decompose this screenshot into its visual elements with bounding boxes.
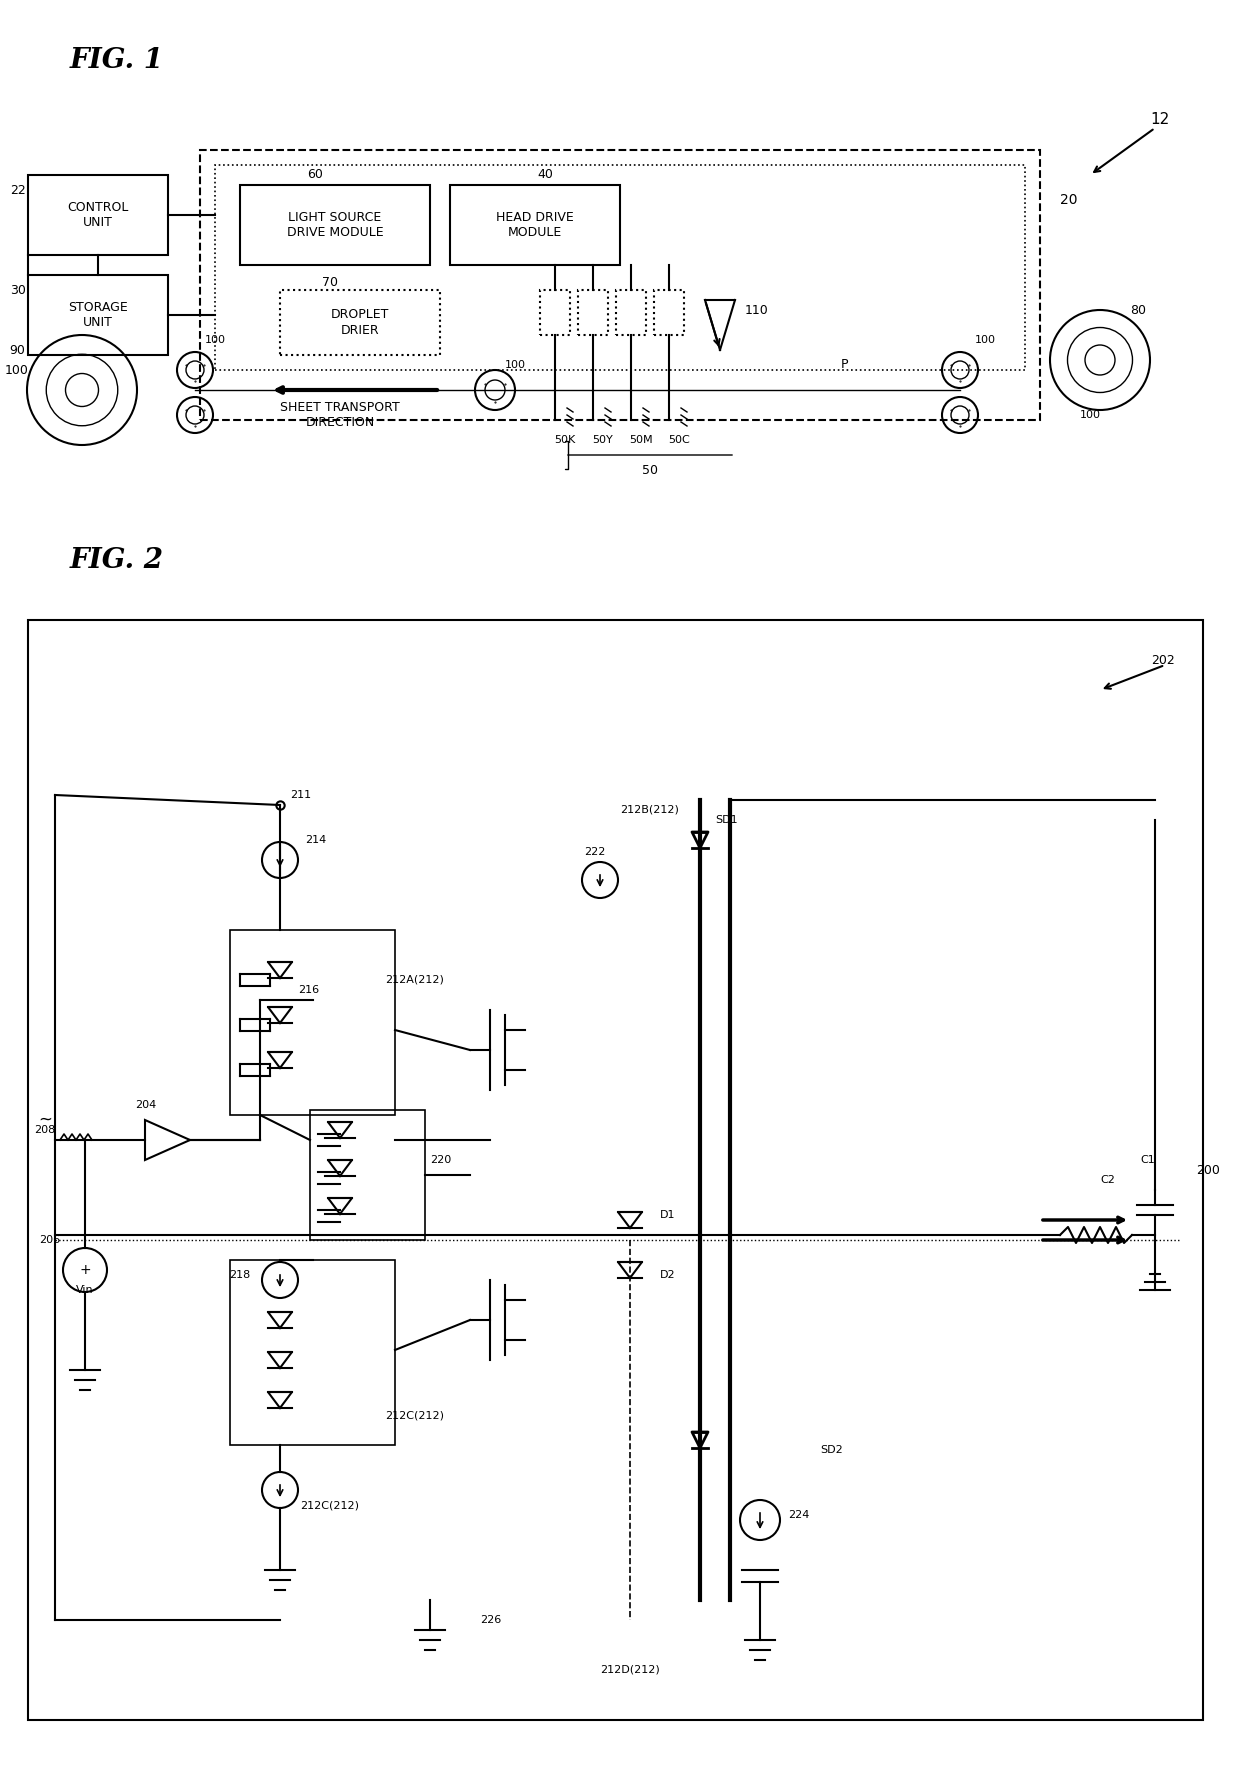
Text: 212B(212): 212B(212) xyxy=(620,804,678,815)
Bar xyxy=(539,289,570,334)
Text: LIGHT SOURCE
DRIVE MODULE: LIGHT SOURCE DRIVE MODULE xyxy=(286,211,383,239)
Text: 226: 226 xyxy=(480,1615,501,1624)
Text: 200: 200 xyxy=(1197,1163,1220,1176)
Text: 214: 214 xyxy=(305,835,326,845)
Bar xyxy=(200,150,1040,420)
Text: 50C: 50C xyxy=(668,434,689,445)
Text: 90: 90 xyxy=(9,343,25,356)
Text: STORAGE
UNIT: STORAGE UNIT xyxy=(68,300,128,329)
Text: 100: 100 xyxy=(5,363,29,377)
Text: 206: 206 xyxy=(38,1235,60,1246)
Text: SD2: SD2 xyxy=(820,1446,843,1455)
Text: 80: 80 xyxy=(1130,304,1146,316)
Text: 40: 40 xyxy=(537,168,553,182)
Text: D1: D1 xyxy=(660,1210,676,1221)
Bar xyxy=(29,175,167,256)
Text: C2: C2 xyxy=(1100,1176,1115,1185)
Text: 20: 20 xyxy=(1060,193,1078,207)
Text: +: + xyxy=(79,1263,91,1278)
Bar xyxy=(578,289,608,334)
Text: 224: 224 xyxy=(787,1510,810,1521)
Bar xyxy=(450,186,620,264)
Text: 22: 22 xyxy=(10,184,26,197)
Text: D2: D2 xyxy=(660,1271,676,1279)
Text: 202: 202 xyxy=(1151,654,1176,667)
Text: 110: 110 xyxy=(745,304,769,316)
Bar xyxy=(29,275,167,356)
Text: 50Y: 50Y xyxy=(593,434,614,445)
Text: 218: 218 xyxy=(228,1271,250,1279)
Text: 212A(212): 212A(212) xyxy=(384,976,444,985)
Text: 211: 211 xyxy=(290,790,311,801)
Text: 212C(212): 212C(212) xyxy=(384,1410,444,1421)
Bar xyxy=(29,620,1203,1721)
Text: 12: 12 xyxy=(1149,113,1169,127)
Text: 70: 70 xyxy=(322,275,339,288)
Text: CONTROL
UNIT: CONTROL UNIT xyxy=(67,200,129,229)
Text: 60: 60 xyxy=(308,168,322,182)
Bar xyxy=(215,164,1025,370)
Text: 216: 216 xyxy=(298,985,319,995)
Text: HEAD DRIVE
MODULE: HEAD DRIVE MODULE xyxy=(496,211,574,239)
Bar xyxy=(653,289,684,334)
Text: 220: 220 xyxy=(430,1154,451,1165)
Text: 100: 100 xyxy=(1080,409,1101,420)
Text: 222: 222 xyxy=(584,847,605,858)
Bar xyxy=(229,1260,396,1446)
Text: 100: 100 xyxy=(975,334,996,345)
Text: 212D(212): 212D(212) xyxy=(600,1665,660,1674)
Text: FIG. 1: FIG. 1 xyxy=(69,46,164,73)
Text: 212C(212): 212C(212) xyxy=(300,1499,360,1510)
Text: FIG. 2: FIG. 2 xyxy=(69,547,164,574)
Text: 100: 100 xyxy=(505,359,526,370)
Text: 204: 204 xyxy=(135,1101,156,1110)
Bar xyxy=(280,289,440,356)
Text: SD1: SD1 xyxy=(715,815,738,826)
Text: 50M: 50M xyxy=(629,434,652,445)
Bar xyxy=(616,289,646,334)
Text: Vin: Vin xyxy=(76,1285,94,1296)
Text: 100: 100 xyxy=(205,334,226,345)
Text: DROPLET
DRIER: DROPLET DRIER xyxy=(331,309,389,336)
Text: 208: 208 xyxy=(33,1126,55,1135)
Bar xyxy=(310,1110,425,1240)
Text: 50: 50 xyxy=(642,463,658,477)
Bar xyxy=(229,929,396,1115)
Text: 50K: 50K xyxy=(554,434,575,445)
Text: C1: C1 xyxy=(1140,1154,1154,1165)
Text: SHEET TRANSPORT
DIRECTION: SHEET TRANSPORT DIRECTION xyxy=(280,400,399,429)
Text: ~: ~ xyxy=(38,1112,52,1129)
Bar xyxy=(241,186,430,264)
Text: 30: 30 xyxy=(10,284,26,297)
Text: P: P xyxy=(841,359,848,372)
